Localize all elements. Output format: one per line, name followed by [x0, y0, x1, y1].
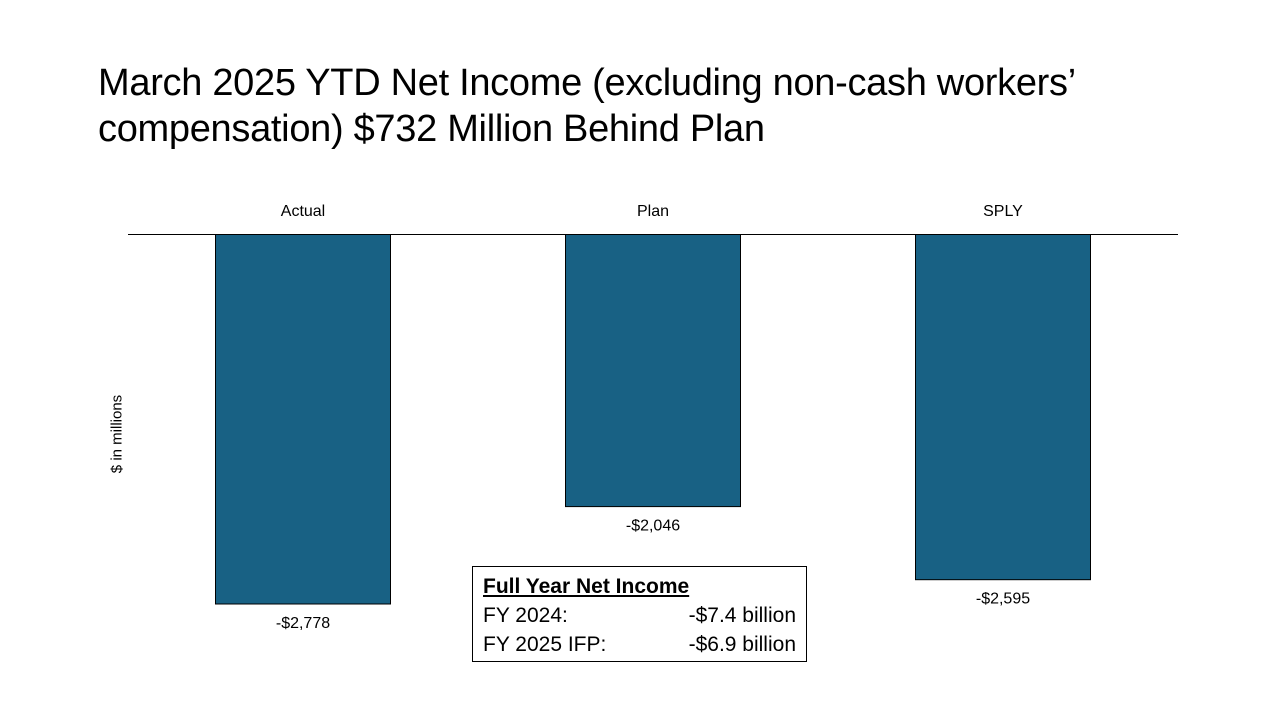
info-row-fy2025-ifp: FY 2025 IFP: -$6.9 billion [483, 630, 796, 659]
slide-title: March 2025 YTD Net Income (excluding non… [98, 62, 1075, 150]
bar-plan [565, 234, 741, 508]
category-label: Actual [281, 203, 325, 220]
info-row-label: FY 2024: [483, 604, 568, 627]
bar-actual [215, 234, 391, 605]
info-row-fy2024: FY 2024: -$7.4 billion [483, 601, 796, 630]
y-axis-label: $ in millions [108, 394, 126, 474]
category-label: Plan [637, 203, 669, 220]
data-label: -$2,778 [276, 615, 330, 632]
info-row-value: -$6.9 billion [688, 633, 796, 656]
info-box-heading: Full Year Net Income [483, 575, 690, 598]
data-label: -$2,595 [976, 591, 1030, 608]
bar-sply [915, 234, 1091, 581]
data-label: -$2,046 [626, 518, 680, 535]
info-row-value: -$7.4 billion [688, 604, 796, 627]
category-label: SPLY [983, 203, 1023, 220]
info-row-label: FY 2025 IFP: [483, 633, 607, 656]
full-year-net-income-box: Full Year Net Income FY 2024: -$7.4 bill… [472, 566, 807, 662]
